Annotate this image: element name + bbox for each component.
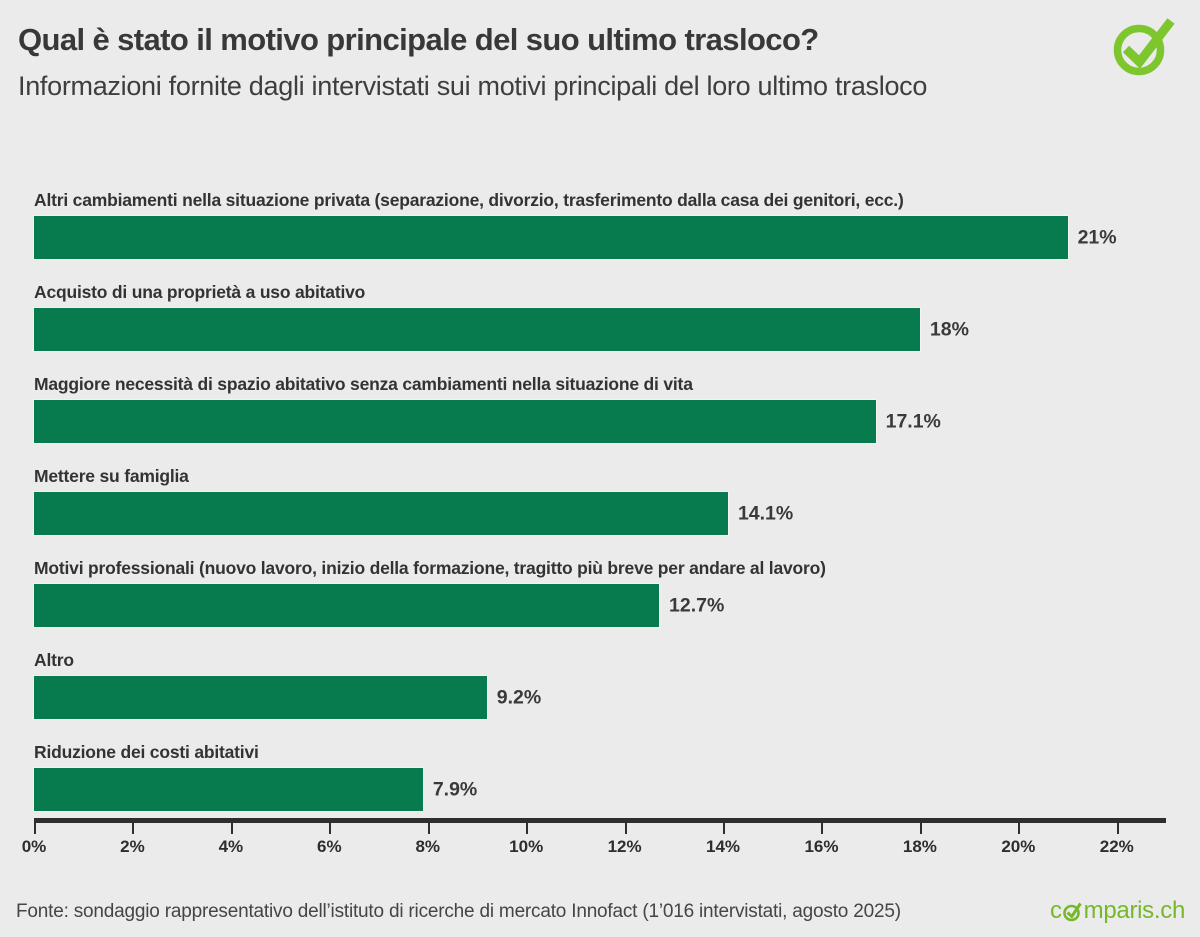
x-axis-tick	[427, 823, 430, 834]
bar	[34, 768, 423, 811]
bar	[34, 492, 728, 535]
bar-track: 12.7%	[34, 584, 1166, 627]
footer: Fonte: sondaggio rappresentativo dell’is…	[16, 899, 1185, 923]
bar	[34, 676, 487, 719]
x-axis-tick	[1018, 823, 1021, 834]
bar-category-label: Riduzione dei costi abitativi	[34, 742, 259, 762]
x-axis-tick	[132, 823, 135, 834]
x-axis-line	[34, 818, 1166, 823]
x-axis-tick	[821, 823, 824, 834]
x-axis-tick-label: 6%	[317, 837, 342, 856]
bar-category-label: Motivi professionali (nuovo lavoro, iniz…	[34, 558, 826, 578]
page-subtitle: Informazioni fornite dagli intervistati …	[18, 70, 928, 101]
x-axis-tick-label: 16%	[804, 837, 839, 856]
x-axis-tick	[34, 823, 36, 834]
bar-value-label: 12.7%	[669, 594, 725, 616]
bar-row: Acquisto di una proprietà a uso abitativ…	[34, 282, 1166, 351]
x-axis-tick-label: 22%	[1099, 837, 1134, 856]
bar	[34, 584, 660, 627]
x-axis-tick	[919, 823, 922, 834]
x-axis-tick-label: 20%	[1001, 837, 1036, 856]
bar-chart: Altri cambiamenti nella situazione priva…	[22, 190, 1166, 880]
x-axis-tick	[723, 823, 726, 834]
x-axis-tick-label: 4%	[218, 837, 244, 856]
bar-track: 18%	[34, 308, 1166, 351]
source-note: Fonte: sondaggio rappresentativo dell’is…	[16, 901, 901, 922]
x-axis-tick	[329, 823, 332, 834]
x-axis-tick-label: 8%	[415, 837, 441, 856]
x-axis-tick-label: 10%	[509, 837, 544, 856]
wordmark-suffix: mparis.ch	[1083, 897, 1186, 924]
x-axis-tick	[230, 823, 233, 834]
bar-value-label: 17.1%	[885, 410, 941, 432]
bar-category-label: Maggiore necessità di spazio abitativo s…	[34, 374, 693, 394]
bar-row: Motivi professionali (nuovo lavoro, iniz…	[34, 558, 1166, 627]
bar-track: 21%	[34, 216, 1166, 259]
bar-value-label: 9.2%	[496, 686, 542, 708]
bar	[34, 216, 1068, 259]
bar-row: Riduzione dei costi abitativi 7.9%	[34, 742, 1166, 811]
bar-value-label: 14.1%	[737, 502, 794, 524]
bar-category-label: Mettere su famiglia	[34, 466, 189, 486]
bar-category-label: Altro	[34, 650, 74, 670]
checkmark-circle-icon	[1113, 18, 1175, 76]
bar-row: Altro 9.2%	[34, 650, 1166, 719]
page-title: Qual è stato il motivo principale del su…	[18, 22, 819, 57]
x-axis-tick	[526, 823, 529, 834]
bar	[34, 400, 876, 443]
bar-row: Mettere su famiglia 14.1%	[34, 466, 1166, 535]
bar-row: Maggiore necessità di spazio abitativo s…	[34, 374, 1166, 443]
x-axis-tick-label: 0%	[21, 837, 47, 856]
bar-category-label: Acquisto di una proprietà a uso abitativ…	[34, 282, 366, 302]
x-axis-tick-label: 18%	[902, 837, 937, 856]
bar-track: 14.1%	[34, 492, 1166, 535]
x-axis-tick-label: 14%	[706, 837, 741, 856]
comparis-o-check-icon	[1063, 902, 1082, 921]
bar-category-label: Altri cambiamenti nella situazione priva…	[34, 190, 904, 210]
bar-track: 9.2%	[34, 676, 1166, 719]
bar	[34, 308, 920, 351]
bar-row: Altri cambiamenti nella situazione priva…	[34, 190, 1166, 259]
bar-value-label: 21%	[1077, 226, 1117, 248]
bar-value-label: 7.9%	[432, 778, 478, 800]
bar-track: 17.1%	[34, 400, 1166, 443]
bar-value-label: 18%	[929, 318, 969, 340]
x-axis-tick	[624, 823, 627, 834]
bar-rows: Altri cambiamenti nella situazione priva…	[34, 190, 1166, 811]
comparis-wordmark-link[interactable]: c mparis.ch	[1050, 899, 1185, 923]
x-axis-tick-label: 12%	[607, 837, 642, 856]
x-axis: 0% 2% 4% 6% 8% 10% 12% 14% 16% 18% 20% 22%	[22, 818, 1166, 880]
x-axis-tick	[1116, 823, 1119, 834]
header: Qual è stato il motivo principale del su…	[0, 0, 1200, 105]
bar-track: 7.9%	[34, 768, 1166, 811]
wordmark-prefix: c	[1049, 897, 1062, 924]
x-axis-tick-label: 2%	[120, 837, 145, 856]
